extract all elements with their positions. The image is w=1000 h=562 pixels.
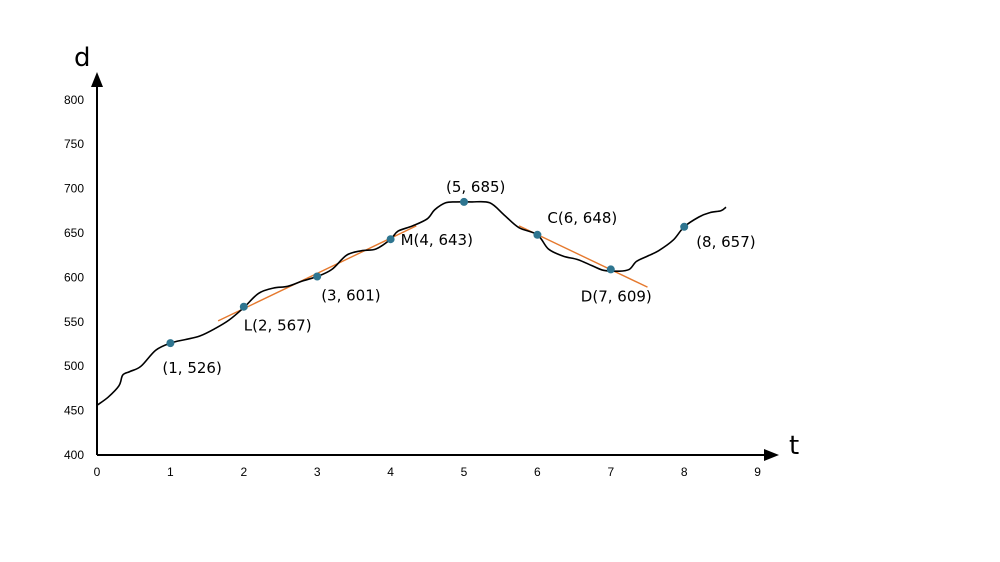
y-axis-title: d bbox=[74, 43, 91, 73]
point-labels: (1, 526) L(2, 567) (3, 601) M(4, 643) (5, 68… bbox=[162, 178, 755, 377]
point-label: (8, 657) bbox=[696, 233, 755, 251]
x-tick-label: 2 bbox=[240, 465, 247, 479]
y-tick-labels: 400 450 500 550 600 650 700 750 800 bbox=[64, 93, 84, 462]
x-tick-label: 8 bbox=[681, 465, 688, 479]
y-tick-label: 750 bbox=[64, 137, 84, 151]
y-tick-label: 700 bbox=[64, 182, 84, 196]
axes: t d bbox=[74, 43, 799, 461]
data-points bbox=[166, 197, 689, 348]
x-axis-title: t bbox=[789, 431, 799, 461]
data-point bbox=[533, 230, 542, 239]
x-tick-label: 3 bbox=[314, 465, 321, 479]
y-tick-label: 650 bbox=[64, 226, 84, 240]
point-label: (3, 601) bbox=[321, 287, 380, 305]
y-tick-label: 550 bbox=[64, 315, 84, 329]
y-tick-label: 600 bbox=[64, 270, 84, 284]
data-point bbox=[680, 222, 689, 231]
data-point bbox=[386, 235, 395, 244]
data-point bbox=[460, 197, 468, 206]
point-label: L(2, 567) bbox=[244, 317, 312, 335]
x-tick-label: 0 bbox=[94, 465, 101, 479]
point-label: C(6, 648) bbox=[547, 209, 617, 227]
data-point bbox=[313, 272, 322, 281]
y-tick-label: 500 bbox=[64, 359, 84, 373]
x-tick-label: 4 bbox=[387, 465, 394, 479]
x-tick-label: 6 bbox=[534, 465, 541, 479]
y-tick-label: 800 bbox=[64, 93, 84, 107]
x-tick-labels: 0 1 2 3 4 5 6 7 8 9 bbox=[94, 465, 762, 479]
point-label: (5, 685) bbox=[446, 178, 505, 196]
point-label: (1, 526) bbox=[162, 359, 221, 377]
x-tick-label: 1 bbox=[167, 465, 174, 479]
y-tick-label: 400 bbox=[64, 448, 84, 462]
point-label: D(7, 609) bbox=[581, 287, 652, 305]
x-tick-label: 5 bbox=[461, 465, 468, 479]
y-tick-label: 450 bbox=[64, 404, 84, 418]
data-point bbox=[606, 265, 615, 274]
x-tick-label: 7 bbox=[607, 465, 614, 479]
x-axis-arrow bbox=[764, 449, 779, 461]
distance-curve bbox=[96, 200, 727, 406]
x-tick-label: 9 bbox=[754, 465, 761, 479]
y-axis-arrow bbox=[91, 72, 103, 87]
data-point bbox=[239, 302, 248, 311]
point-label: M(4, 643) bbox=[401, 231, 473, 249]
data-point bbox=[166, 339, 175, 348]
